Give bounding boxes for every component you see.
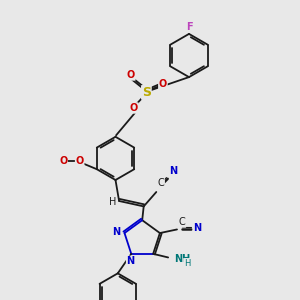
Text: N: N — [112, 227, 120, 238]
Text: O: O — [59, 156, 67, 166]
Text: H: H — [184, 259, 190, 268]
Text: O: O — [130, 103, 138, 113]
Text: H: H — [109, 196, 116, 207]
Text: NH: NH — [174, 254, 190, 264]
Text: C: C — [158, 178, 164, 188]
Text: N: N — [169, 167, 178, 176]
Text: O: O — [159, 79, 167, 89]
Text: N: N — [193, 223, 201, 233]
Text: S: S — [142, 86, 151, 99]
Text: N: N — [127, 256, 135, 266]
Text: O: O — [76, 156, 84, 166]
Text: F: F — [186, 22, 192, 32]
Text: C: C — [179, 217, 185, 227]
Text: O: O — [127, 70, 135, 80]
